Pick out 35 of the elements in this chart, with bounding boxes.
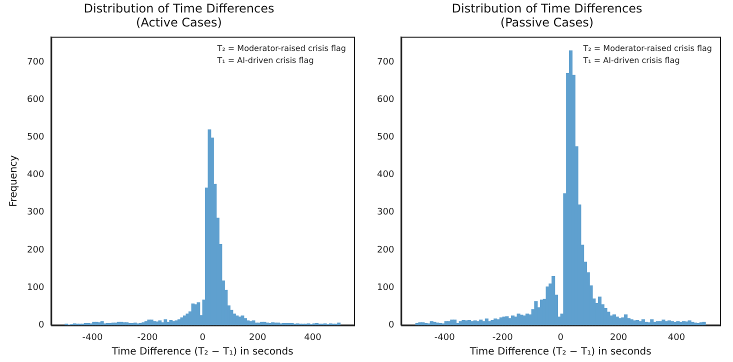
y-tick-label: 0 bbox=[388, 320, 394, 331]
y-tick-label: 700 bbox=[376, 57, 394, 68]
y-tick-label: 400 bbox=[376, 170, 394, 180]
x-tick-label: -400 bbox=[434, 332, 456, 343]
x-tick-label: 200 bbox=[610, 332, 628, 343]
y-tick-label: 300 bbox=[376, 208, 394, 218]
y-tick-label: 600 bbox=[376, 94, 394, 105]
chart-title: Distribution of Time Differences (Active Cases) bbox=[84, 1, 274, 30]
y-tick-label: 100 bbox=[26, 282, 44, 293]
annotation: T₁ = AI-driven crisis flag bbox=[216, 56, 314, 65]
annotation: T₁ = AI-driven crisis flag bbox=[582, 56, 680, 65]
y-tick-label: 700 bbox=[26, 57, 44, 68]
x-tick-label: -200 bbox=[137, 332, 158, 343]
y-tick-label: 600 bbox=[26, 94, 44, 105]
y-tick-label: 200 bbox=[26, 245, 44, 256]
y-tick-label: 500 bbox=[376, 132, 394, 143]
y-tick-label: 200 bbox=[376, 245, 394, 256]
x-tick-label: 400 bbox=[304, 332, 322, 343]
chart-title: Distribution of Time Differences (Passive Cases) bbox=[452, 1, 642, 30]
x-tick-label: 200 bbox=[249, 332, 267, 343]
x-tick-label: 0 bbox=[558, 332, 564, 343]
annotation: T₂ = Moderator-raised crisis flag bbox=[582, 44, 712, 53]
x-tick-label: -400 bbox=[82, 332, 103, 343]
y-tick-label: 0 bbox=[38, 320, 44, 331]
x-axis-title: Time Difference (T₂ − T₁) in seconds bbox=[110, 346, 294, 358]
y-tick-label: 300 bbox=[26, 208, 44, 218]
x-tick-label: 400 bbox=[668, 332, 686, 343]
y-tick-label: 400 bbox=[26, 170, 44, 180]
x-axis-title: Time Difference (T₂ − T₁) in seconds bbox=[468, 346, 652, 358]
y-tick-label: 100 bbox=[376, 282, 394, 293]
y-axis-title: Frequency bbox=[8, 155, 20, 207]
x-tick-label: 0 bbox=[200, 332, 206, 343]
x-tick-label: -200 bbox=[492, 332, 514, 343]
y-tick-label: 500 bbox=[26, 132, 44, 143]
annotation: T₂ = Moderator-raised crisis flag bbox=[216, 44, 346, 53]
